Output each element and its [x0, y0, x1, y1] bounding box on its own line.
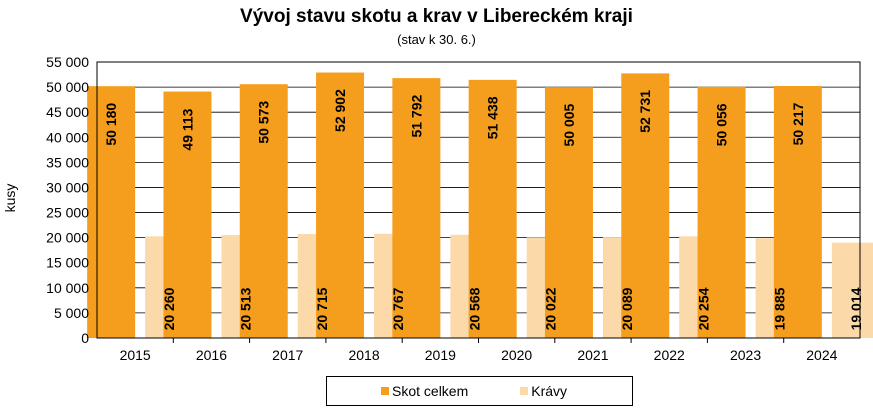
y-tick-label: 35 000 — [46, 154, 89, 170]
chart-subtitle: (stav k 30. 6.) — [397, 32, 476, 47]
data-label: 19 885 — [772, 287, 788, 330]
y-tick-label: 55 000 — [46, 54, 89, 70]
plot-border — [96, 61, 861, 339]
y-tick-label: 10 000 — [46, 280, 89, 296]
bar-skot-celkem — [773, 86, 822, 339]
data-label: 20 260 — [161, 287, 177, 330]
bar-skot-celkem — [697, 86, 746, 338]
chart-title: Vývoj stavu skotu a krav v Libereckém kr… — [240, 6, 633, 27]
x-tick-label: 2018 — [348, 347, 379, 363]
bar-skot-celkem — [87, 86, 136, 338]
data-label: 20 568 — [466, 287, 482, 330]
data-label: 49 113 — [179, 108, 195, 150]
data-label: 50 573 — [256, 101, 272, 144]
x-tick-label: 2024 — [806, 347, 837, 363]
data-label: 50 005 — [561, 103, 577, 146]
y-tick-label: 25 000 — [46, 205, 89, 221]
data-label: 52 731 — [637, 90, 653, 133]
bar-skot-celkem — [239, 84, 288, 339]
data-label: 20 715 — [314, 287, 330, 330]
data-label: 20 254 — [695, 287, 711, 330]
data-label: 20 513 — [237, 287, 253, 330]
data-label: 19 014 — [848, 287, 864, 330]
legend-swatch-skot-celkem — [381, 387, 389, 395]
bar-kravy — [831, 242, 873, 338]
y-tick-label: 40 000 — [46, 129, 89, 145]
x-tick-label: 2019 — [425, 347, 456, 363]
data-label: 50 217 — [790, 102, 806, 145]
y-tick-label: 30 000 — [46, 179, 89, 195]
y-tick-label: 45 000 — [46, 104, 89, 120]
y-tick-label: 0 — [81, 330, 89, 346]
axes: 0 5 000 10 000 15 000 20 000 25 000 30 000 35 0… — [46, 54, 861, 363]
data-label: 50 056 — [714, 103, 730, 146]
data-labels: 50 180 20 260 49 113 20 513 50 573 20 715 52 9… — [103, 89, 864, 331]
x-tick-label: 2020 — [501, 347, 532, 363]
bar-skot-celkem — [316, 72, 365, 339]
data-label: 20 089 — [619, 287, 635, 330]
bars — [87, 72, 873, 339]
bar-skot-celkem — [621, 73, 670, 338]
legend-item-skot-celkem: Skot celkem — [381, 383, 468, 399]
data-label: 52 902 — [332, 89, 348, 132]
x-tick-label: 2022 — [654, 347, 685, 363]
y-tick-label: 50 000 — [46, 79, 89, 95]
data-label: 20 022 — [543, 287, 559, 330]
data-label: 51 438 — [485, 96, 501, 139]
legend-label-kravy: Krávy — [531, 383, 568, 399]
x-tick-label: 2023 — [730, 347, 761, 363]
legend: Skot celkem Krávy — [326, 376, 633, 406]
data-label: 50 180 — [103, 103, 119, 146]
legend-label-skot-celkem: Skot celkem — [392, 383, 469, 399]
data-label: 51 792 — [408, 94, 424, 137]
x-tick-label: 2017 — [272, 347, 303, 363]
x-tick-label: 2015 — [120, 347, 151, 363]
legend-item-kravy: Krávy — [520, 383, 567, 399]
bar-skot-celkem — [392, 78, 441, 338]
y-axis-title: kusy — [2, 184, 18, 213]
data-label: 20 767 — [390, 287, 406, 330]
legend-swatch-kravy — [520, 387, 529, 395]
bar-skot-celkem — [468, 79, 517, 339]
y-tick-label: 5 000 — [54, 305, 89, 321]
bar-skot-celkem — [163, 91, 212, 338]
bar-skot-celkem — [544, 87, 593, 338]
x-tick-label: 2016 — [196, 347, 227, 363]
y-tick-label: 20 000 — [46, 230, 89, 246]
y-tick-label: 15 000 — [46, 255, 89, 271]
x-tick-label: 2021 — [577, 347, 608, 363]
